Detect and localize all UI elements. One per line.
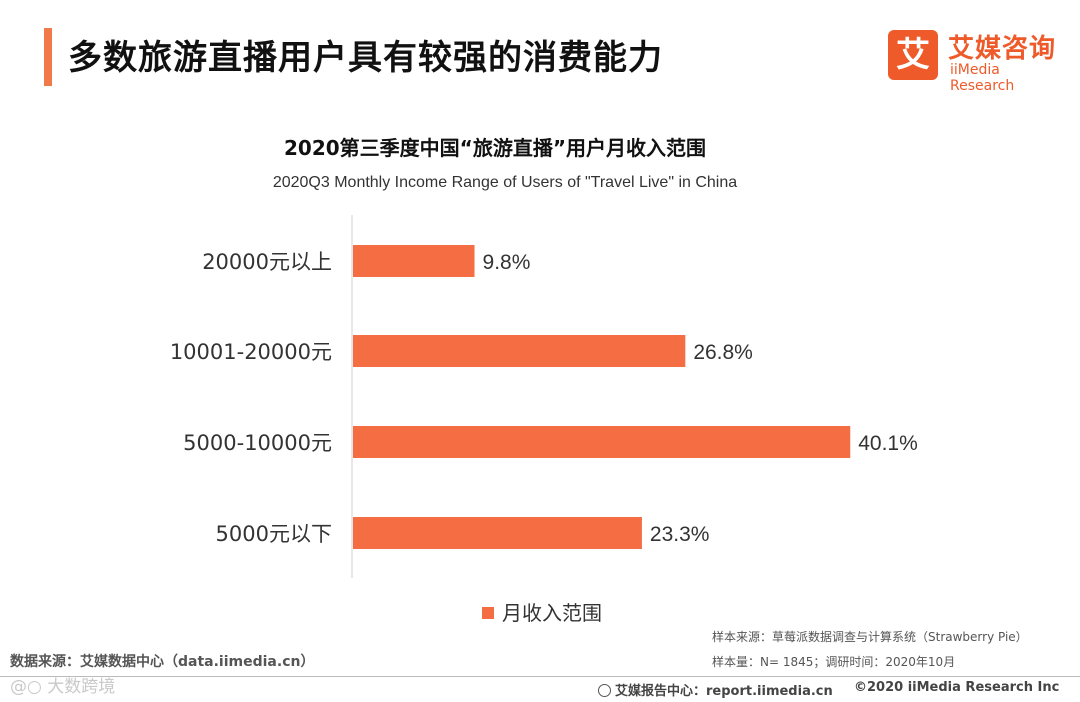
value-label: 9.8% — [483, 251, 531, 274]
title-accent-bar — [44, 28, 52, 86]
bar — [353, 517, 642, 549]
value-label: 26.8% — [693, 341, 753, 364]
category-label: 5000元以下 — [216, 522, 332, 546]
footer-divider — [0, 676, 1080, 677]
data-source-note: 数据来源：艾媒数据中心（data.iimedia.cn） — [10, 654, 315, 670]
category-label: 10001-20000元 — [170, 340, 332, 364]
bar — [353, 335, 686, 367]
sample-size-note: 样本量：N= 1845；调研时间：2020年10月 — [712, 655, 956, 669]
logo-mark-icon: 艾 — [888, 30, 938, 80]
bar — [353, 245, 475, 277]
category-label: 20000元以上 — [202, 250, 332, 274]
chart-title: 2020第三季度中国“旅游直播”用户月收入范围 — [284, 136, 706, 160]
chart-subtitle: 2020Q3 Monthly Income Range of Users of … — [272, 174, 738, 191]
chart-legend: 月收入范围 — [482, 597, 602, 626]
globe-icon — [598, 684, 611, 697]
sample-source-note: 样本来源：草莓派数据调查与计算系统（Strawberry Pie） — [712, 630, 1028, 644]
legend-swatch-icon — [482, 606, 494, 619]
legend-label: 月收入范围 — [502, 601, 602, 625]
logo-name-en: iiMedia Research — [950, 62, 1015, 94]
footer-report-center: 艾媒报告中心：report.iimedia.cn — [598, 680, 833, 699]
footer-report-center-text: 艾媒报告中心：report.iimedia.cn — [615, 684, 833, 699]
page-title: 多数旅游直播用户具有较强的消费能力 — [68, 38, 663, 78]
logo-name-cn: 艾媒咨询 — [948, 34, 1057, 64]
watermark: @○ 大数跨境 — [10, 677, 116, 697]
value-label: 23.3% — [650, 523, 710, 546]
brand-logo: 艾 艾媒咨询 iiMedia Research — [888, 28, 1068, 94]
category-label: 5000-10000元 — [183, 431, 332, 455]
footer-copyright: ©2020 iiMedia Research Inc — [854, 680, 1060, 695]
bar — [353, 426, 851, 458]
value-label: 40.1% — [858, 432, 918, 455]
